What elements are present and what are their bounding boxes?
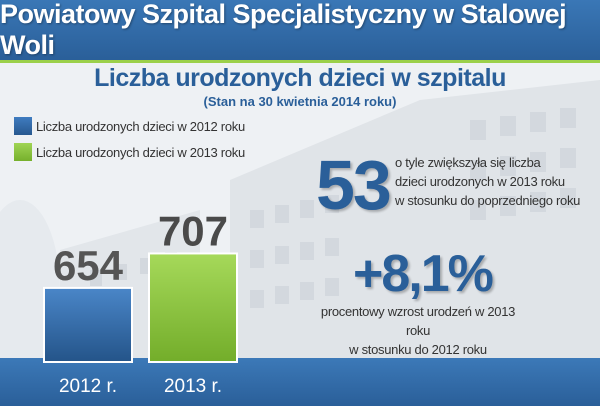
- chart-legend: Liczba urodzonych dzieci w 2012 roku Lic…: [14, 114, 245, 166]
- tick-label-2012: 2012 r.: [59, 376, 117, 397]
- difference-line-3: w stosunku do poprzedniego roku: [395, 193, 581, 208]
- tick-label-2013: 2013 r.: [164, 376, 222, 397]
- legend-item-2013: Liczba urodzonych dzieci w 2013 roku: [14, 140, 245, 164]
- legend-swatch-2012: [14, 117, 32, 135]
- value-label-2013: 707: [158, 207, 228, 254]
- legend-label-2012: Liczba urodzonych dzieci w 2012 roku: [36, 118, 245, 134]
- growth-line-2: w stosunku do 2012 roku: [349, 342, 487, 357]
- chart-title: Liczba urodzonych dzieci w szpitalu: [94, 64, 506, 92]
- page-header: Powiatowy Szpital Specjalistyczny w Stal…: [0, 0, 600, 63]
- difference-value: 53: [316, 146, 392, 224]
- difference-line-1: o tyle zwiększyła się liczba: [395, 155, 541, 170]
- bar-2012: [43, 286, 133, 363]
- difference-line-2: dzieci urodzonych w 2013 roku: [395, 174, 565, 189]
- legend-label-2013: Liczba urodzonych dzieci w 2013 roku: [36, 144, 245, 160]
- chart-subtitle: (Stan na 30 kwietnia 2014 roku): [203, 94, 397, 109]
- legend-swatch-2013: [14, 143, 32, 161]
- header-title: Powiatowy Szpital Specjalistyczny w Stal…: [0, 0, 567, 60]
- bottom-band: [0, 358, 600, 406]
- growth-description: procentowy wzrost urodzeń w 2013 roku w …: [318, 302, 518, 359]
- growth-line-1: procentowy wzrost urodzeń w 2013 roku: [320, 304, 516, 338]
- growth-value: +8,1%: [353, 245, 494, 303]
- legend-item-2012: Liczba urodzonych dzieci w 2012 roku: [14, 114, 245, 138]
- bar-2013: [148, 252, 238, 363]
- value-label-2012: 654: [53, 242, 124, 289]
- difference-description: o tyle zwiększyła się liczba dzieci urod…: [395, 153, 595, 210]
